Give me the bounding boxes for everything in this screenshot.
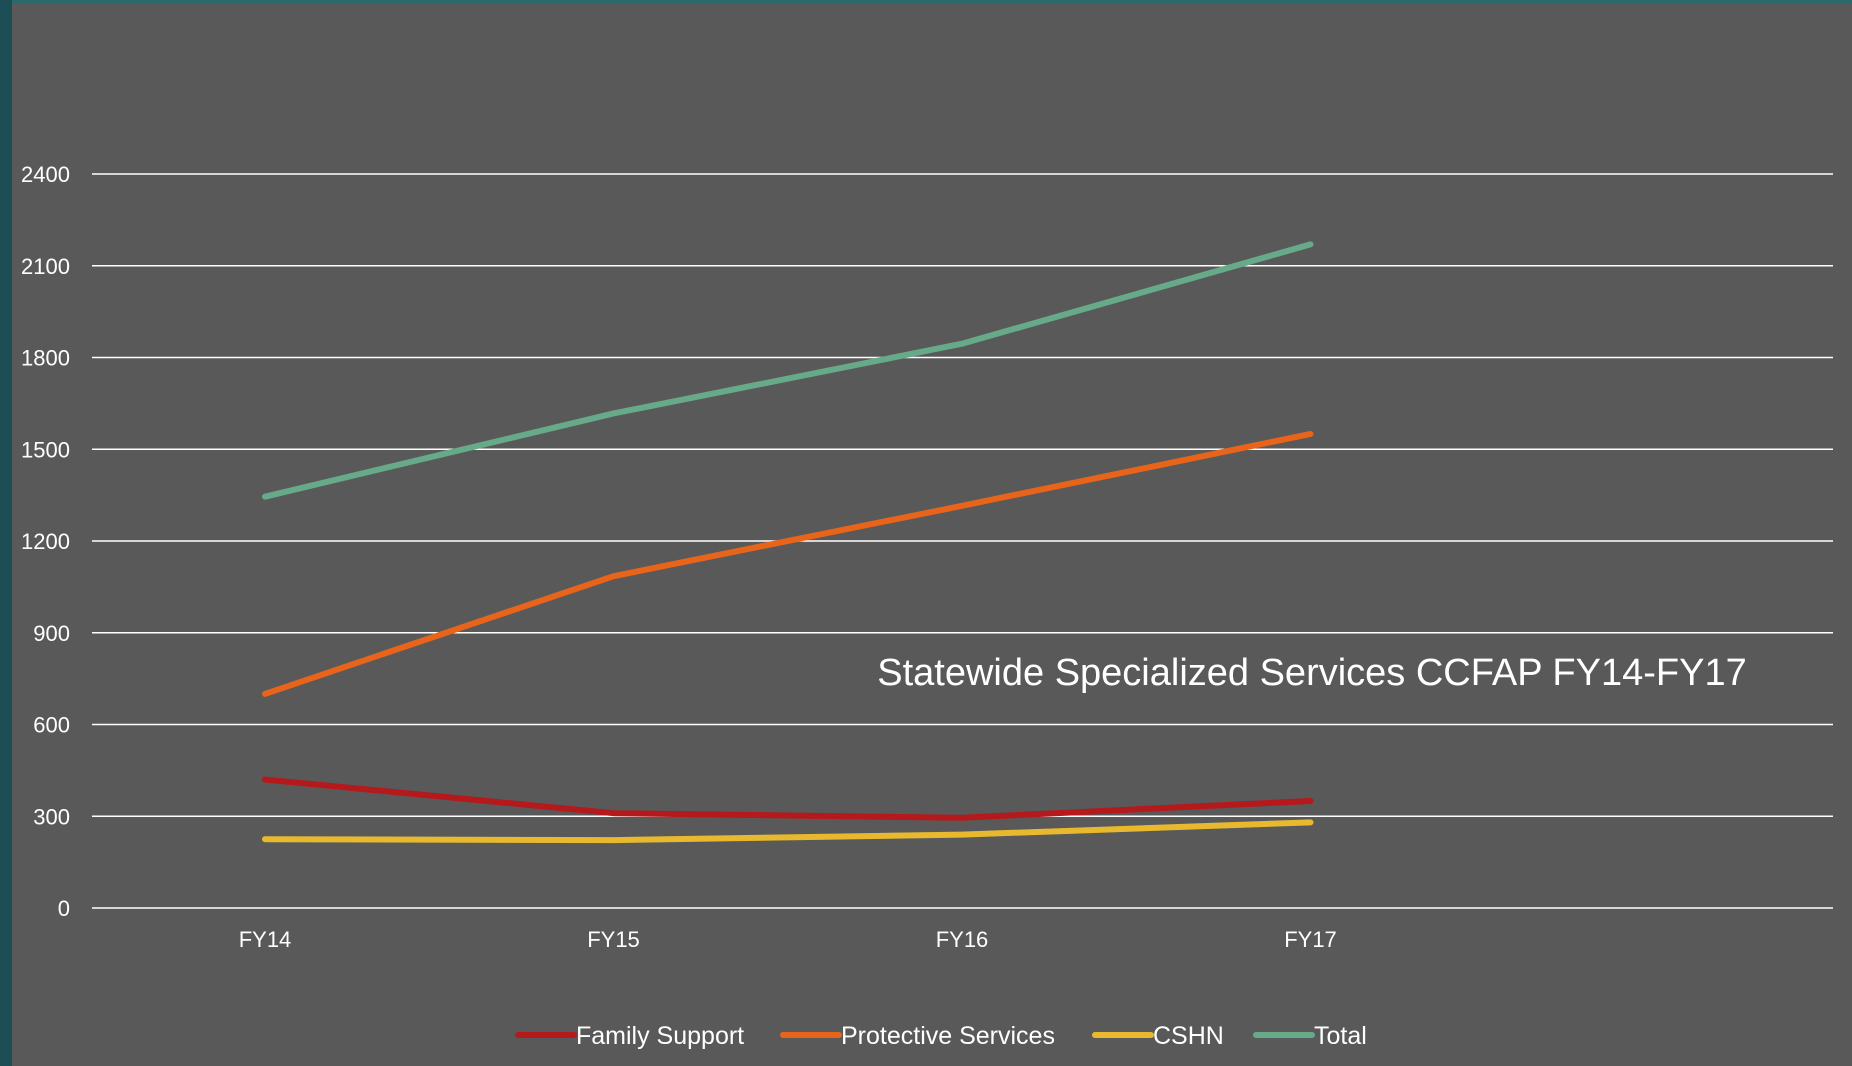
x-axis-tick-labels: FY14 FY15 FY16 FY17 bbox=[239, 927, 1337, 952]
gridlines bbox=[92, 173, 1833, 909]
legend-label: Protective Services bbox=[841, 1022, 1055, 1050]
y-axis-tick-labels: 0 300 600 900 1200 1500 1800 2100 2400 bbox=[21, 162, 70, 921]
y-tick-label: 900 bbox=[33, 621, 70, 646]
series-line-family-support bbox=[262, 776, 1314, 821]
y-tick-label: 2400 bbox=[21, 162, 70, 187]
series-lines bbox=[262, 241, 1314, 844]
legend: Family Support Protective Services CSHN Tot… bbox=[515, 1022, 1367, 1050]
series-line-protective-services bbox=[262, 430, 1314, 697]
legend-item-cshn: CSHN bbox=[1092, 1022, 1224, 1050]
chart-title: Statewide Specialized Services CCFAP FY1… bbox=[877, 652, 1746, 694]
y-tick-label: 1800 bbox=[21, 346, 70, 371]
x-tick-label: FY17 bbox=[1284, 927, 1337, 952]
y-tick-label: 1200 bbox=[21, 529, 70, 554]
y-tick-label: 1500 bbox=[21, 437, 70, 462]
x-tick-label: FY14 bbox=[239, 927, 292, 952]
y-tick-label: 0 bbox=[58, 896, 70, 921]
legend-item-total: Total bbox=[1253, 1022, 1367, 1050]
y-tick-label: 600 bbox=[33, 713, 70, 738]
x-tick-label: FY16 bbox=[936, 927, 989, 952]
y-tick-label: 300 bbox=[33, 804, 70, 829]
legend-item-protective-services: Protective Services bbox=[780, 1022, 1055, 1050]
legend-label: Family Support bbox=[576, 1022, 744, 1050]
legend-label: Total bbox=[1314, 1022, 1367, 1050]
legend-label: CSHN bbox=[1153, 1022, 1224, 1050]
series-line-total bbox=[262, 241, 1314, 500]
series-line-cshn bbox=[262, 819, 1314, 844]
x-tick-label: FY15 bbox=[587, 927, 640, 952]
chart-panel bbox=[12, 3, 1852, 1066]
y-tick-label: 2100 bbox=[21, 254, 70, 279]
legend-item-family-support: Family Support bbox=[515, 1022, 744, 1050]
